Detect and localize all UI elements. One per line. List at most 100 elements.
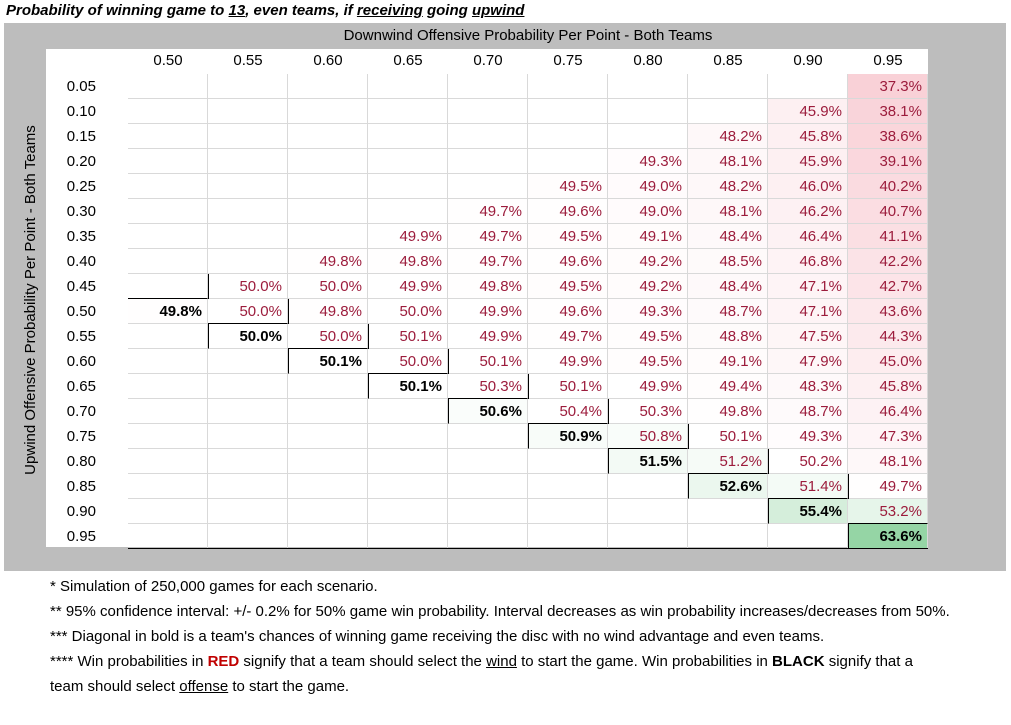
table-cell: 49.7%	[448, 249, 528, 274]
table-cell	[128, 424, 208, 449]
table-cell	[448, 499, 528, 524]
table-cell: 49.3%	[608, 299, 688, 324]
table-cell: 48.7%	[688, 299, 768, 324]
table-cell	[128, 324, 208, 349]
table-cell	[288, 124, 368, 149]
table-cell: 49.7%	[448, 199, 528, 224]
staircase-line	[768, 449, 769, 474]
table-cell	[208, 524, 288, 549]
row-header: 0.50	[66, 303, 96, 320]
table-cell: 50.1%	[528, 374, 608, 399]
table-cell	[448, 424, 528, 449]
table-cell: 50.9%	[528, 424, 608, 449]
table-cell: 53.2%	[848, 499, 928, 524]
table-cell	[288, 524, 368, 549]
table-cell: 50.4%	[528, 399, 608, 424]
row-header: 0.85	[66, 478, 96, 495]
table-cell: 48.7%	[768, 399, 848, 424]
footnote-2: ** 95% confidence interval: +/- 0.2% for…	[50, 603, 950, 620]
table-cell	[368, 74, 448, 99]
title-receiving: receiving	[356, 2, 423, 19]
table-cell	[688, 99, 768, 124]
table-cell	[288, 474, 368, 499]
table-cell	[368, 149, 448, 174]
table-cell: 49.8%	[288, 299, 368, 324]
table-cell	[368, 124, 448, 149]
table-cell	[208, 474, 288, 499]
table-cell	[128, 449, 208, 474]
table-cell: 48.4%	[688, 274, 768, 299]
table-cell: 45.0%	[848, 349, 928, 374]
table-cell: 40.7%	[848, 199, 928, 224]
table-cell	[528, 524, 608, 549]
table-cell: 47.1%	[768, 299, 848, 324]
table-cell: 50.1%	[688, 424, 768, 449]
table-cell: 48.1%	[688, 149, 768, 174]
table-cell: 49.9%	[608, 374, 688, 399]
table-cell	[528, 474, 608, 499]
table-cell	[448, 474, 528, 499]
table-cell	[528, 449, 608, 474]
table-cell	[448, 124, 528, 149]
table-cell: 49.6%	[528, 199, 608, 224]
table-cell: 50.2%	[768, 449, 848, 474]
table-cell: 49.8%	[448, 274, 528, 299]
table-cell: 50.0%	[288, 324, 368, 349]
table-cell	[448, 99, 528, 124]
table-cell	[288, 424, 368, 449]
row-header: 0.25	[66, 178, 96, 195]
table-cell: 48.3%	[768, 374, 848, 399]
table-cell	[528, 124, 608, 149]
table-cell	[448, 74, 528, 99]
table-cell	[768, 524, 848, 549]
row-header: 0.45	[66, 278, 96, 295]
table-cell: 45.8%	[848, 374, 928, 399]
table-cell	[288, 399, 368, 424]
row-header: 0.60	[66, 353, 96, 370]
table-cell: 48.2%	[688, 124, 768, 149]
table-cell: 50.1%	[368, 374, 448, 399]
table-cell	[128, 374, 208, 399]
table-cell: 46.4%	[768, 224, 848, 249]
column-header: 0.55	[233, 52, 263, 69]
table-cell: 44.3%	[848, 324, 928, 349]
table-cell: 50.3%	[448, 374, 528, 399]
table-cell: 55.4%	[768, 499, 848, 524]
table-cell	[208, 124, 288, 149]
table-cell: 49.8%	[288, 249, 368, 274]
row-header: 0.95	[66, 528, 96, 545]
table-cell: 50.1%	[288, 349, 368, 374]
table-cell	[128, 499, 208, 524]
table-cell: 42.2%	[848, 249, 928, 274]
table-cell	[288, 374, 368, 399]
table-cell: 46.2%	[768, 199, 848, 224]
footnote-3: *** Diagonal in bold is a team's chances…	[50, 628, 825, 645]
row-header: 0.70	[66, 403, 96, 420]
y-axis-label: Upwind Offensive Probability Per Point -…	[22, 125, 39, 475]
table-cell: 49.5%	[528, 174, 608, 199]
table-cell: 47.1%	[768, 274, 848, 299]
table-cell: 46.4%	[848, 399, 928, 424]
table-cell	[368, 174, 448, 199]
table-cell: 51.2%	[688, 449, 768, 474]
row-header: 0.30	[66, 203, 96, 220]
table-cell: 50.6%	[448, 399, 528, 424]
table-cell: 49.6%	[528, 299, 608, 324]
table-cell	[208, 374, 288, 399]
table-cell	[288, 199, 368, 224]
table-cell	[208, 399, 288, 424]
table-cell	[608, 99, 688, 124]
table-cell: 48.1%	[688, 199, 768, 224]
table-cell: 49.5%	[528, 274, 608, 299]
table-cell	[368, 424, 448, 449]
table-cell: 48.5%	[688, 249, 768, 274]
table-cell	[128, 74, 208, 99]
table-cell: 49.4%	[688, 374, 768, 399]
table-cell	[288, 149, 368, 174]
black-word: BLACK	[772, 653, 825, 670]
table-cell	[128, 474, 208, 499]
row-header: 0.35	[66, 228, 96, 245]
x-axis-label: Downwind Offensive Probability Per Point…	[343, 27, 713, 44]
table-cell	[128, 249, 208, 274]
table-cell: 49.0%	[608, 199, 688, 224]
